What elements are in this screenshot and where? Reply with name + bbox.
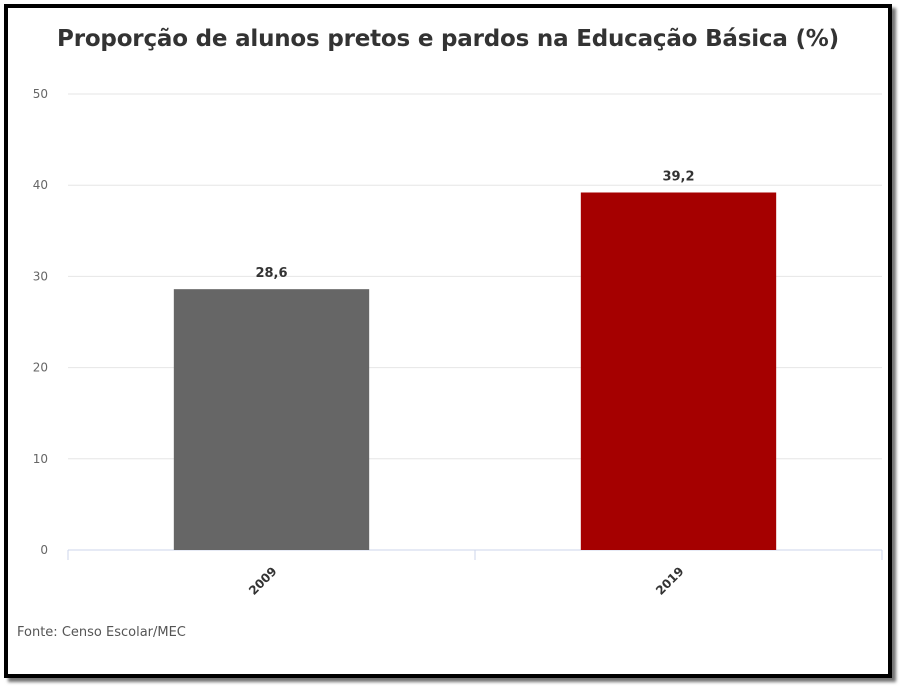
x-tick-label-2009: 2009 (246, 564, 280, 598)
chart-title: Proporção de alunos pretos e pardos na E… (57, 26, 839, 52)
y-tick-label: 0 (40, 543, 48, 557)
source-note: Fonte: Censo Escolar/MEC (17, 625, 186, 640)
y-tick-label: 30 (33, 269, 48, 283)
data-label-2019: 39,2 (662, 169, 694, 184)
bar-2019 (580, 192, 777, 550)
y-tick-label: 20 (33, 361, 48, 375)
x-tick-label-2019: 2019 (653, 564, 687, 598)
data-label-2009: 28,6 (255, 266, 287, 281)
y-tick-label: 40 (33, 178, 48, 192)
y-tick-label: 10 (33, 452, 48, 466)
bar-chart: 0 10 20 30 40 50 28,6 2009 39,2 2019 (33, 87, 883, 598)
y-tick-label: 50 (33, 87, 48, 101)
bar-2009 (173, 289, 370, 550)
